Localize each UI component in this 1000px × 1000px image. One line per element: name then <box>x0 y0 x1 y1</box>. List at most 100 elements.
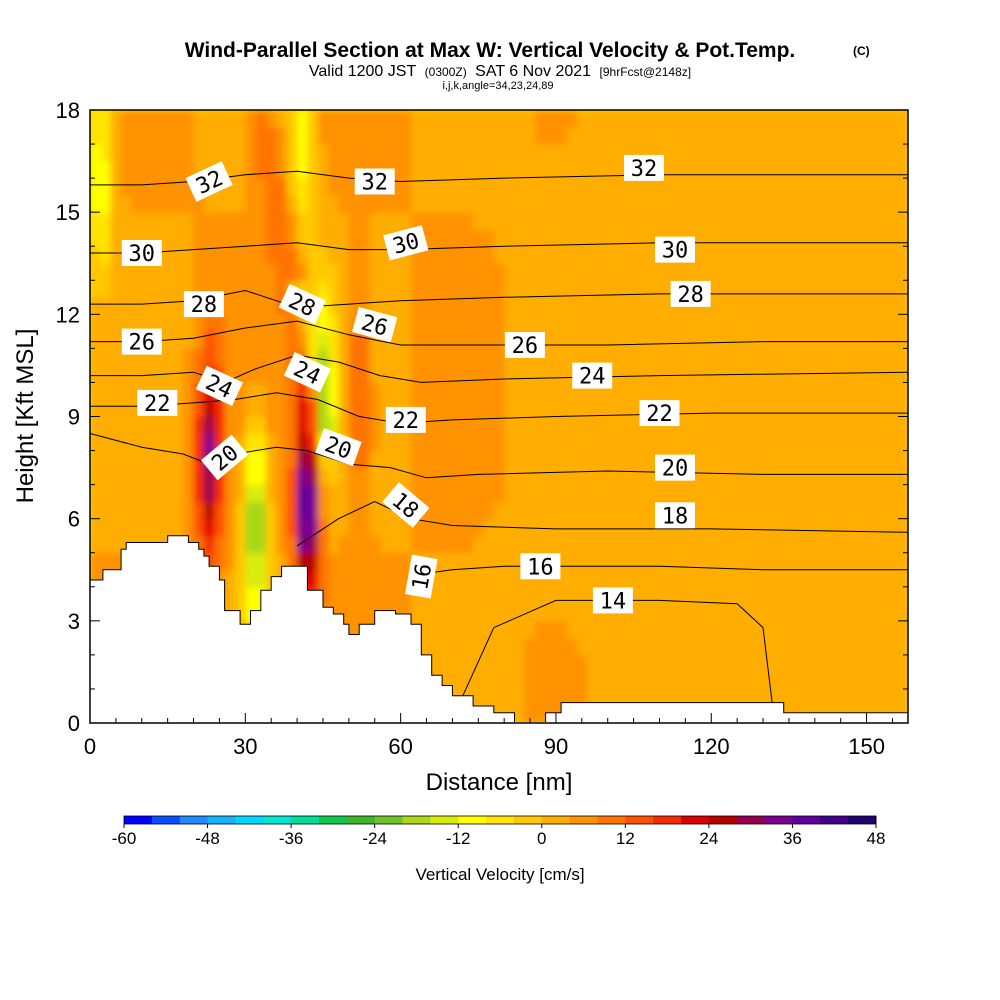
field-cell <box>141 263 153 281</box>
field-cell <box>773 127 785 145</box>
field-cell <box>856 161 868 179</box>
x-tick-label: 120 <box>693 734 730 759</box>
field-cell <box>276 331 288 349</box>
field-cell <box>483 229 495 247</box>
field-cell <box>317 399 329 418</box>
field-cell <box>794 671 806 690</box>
field-cell <box>597 178 609 196</box>
field-cell <box>535 161 547 179</box>
field-cell <box>141 484 153 503</box>
field-cell <box>473 467 485 486</box>
colorbar-frame <box>123 815 877 825</box>
field-cell <box>535 229 547 247</box>
field-cell <box>876 501 888 520</box>
field-cell <box>493 399 505 418</box>
field-cell <box>431 518 443 537</box>
field-cell <box>286 229 298 247</box>
field-cell <box>400 280 412 298</box>
field-cell <box>442 144 454 162</box>
field-cell <box>110 127 122 145</box>
field-cell <box>783 382 795 400</box>
field-cell <box>825 620 837 639</box>
field-cell <box>876 144 888 162</box>
field-cell <box>887 586 899 605</box>
field-cell <box>638 365 650 383</box>
field-cell <box>566 195 578 213</box>
field-cell <box>700 161 712 179</box>
field-cell <box>452 195 464 213</box>
field-cell <box>110 229 122 247</box>
field-cell <box>162 144 174 162</box>
field-cell <box>618 688 630 707</box>
field-cell <box>369 280 381 298</box>
field-cell <box>763 688 774 707</box>
field-cell <box>897 637 908 656</box>
field-cell <box>866 161 878 179</box>
field-cell <box>752 331 764 349</box>
field-cell <box>680 110 692 128</box>
field-cell <box>452 246 464 264</box>
field-cell <box>721 195 733 213</box>
field-cell <box>887 246 899 264</box>
field-cell <box>690 688 702 707</box>
field-cell <box>742 246 754 264</box>
field-cell <box>721 314 733 332</box>
field-cell <box>555 399 567 418</box>
field-cell <box>773 620 785 639</box>
field-cell <box>763 280 774 298</box>
field-cell <box>711 620 723 639</box>
field-cell <box>804 246 816 264</box>
field-cell <box>131 297 143 315</box>
field-cell <box>783 501 795 520</box>
field-cell <box>814 637 826 656</box>
field-cell <box>804 484 816 503</box>
field-cell <box>504 569 516 588</box>
field-cell <box>442 195 454 213</box>
field-cell <box>359 212 371 230</box>
field-cell <box>845 433 857 452</box>
field-cell <box>266 314 277 332</box>
field-cell <box>576 450 588 469</box>
field-cell <box>545 382 557 400</box>
field-cell <box>814 110 826 128</box>
field-cell <box>742 620 754 639</box>
colorbar-swatch <box>764 816 793 824</box>
field-cell <box>742 314 754 332</box>
field-cell <box>359 348 371 366</box>
field-cell <box>618 467 630 486</box>
field-cell <box>348 144 360 162</box>
field-cell <box>587 467 598 486</box>
field-cell <box>524 365 536 383</box>
field-cell <box>763 314 774 332</box>
field-cell <box>359 195 371 213</box>
contour-label-box <box>572 362 613 389</box>
field-cell <box>359 331 371 349</box>
field-cell <box>348 331 360 349</box>
field-cell <box>504 314 516 332</box>
field-cell <box>90 484 101 503</box>
field-cell <box>462 586 474 605</box>
field-cell <box>876 620 888 639</box>
field-cell <box>711 263 723 281</box>
contour-label-box <box>520 553 561 580</box>
field-cell <box>307 178 319 196</box>
field-cell <box>690 518 702 537</box>
field-cell <box>504 382 516 400</box>
field-cell <box>307 144 319 162</box>
field-cell <box>876 603 888 622</box>
field-cell <box>545 144 557 162</box>
field-cell <box>121 314 133 332</box>
field-cell <box>110 314 122 332</box>
field-cell <box>172 297 184 315</box>
contour-label-text: 16 <box>527 555 554 580</box>
field-cell <box>638 586 650 605</box>
field-cell <box>856 467 868 486</box>
field-cell <box>473 212 485 230</box>
field-cell <box>110 246 122 264</box>
field-cell <box>845 195 857 213</box>
field-cell <box>618 144 630 162</box>
field-cell <box>669 586 681 605</box>
field-cell <box>183 161 195 179</box>
field-cell <box>876 212 888 230</box>
